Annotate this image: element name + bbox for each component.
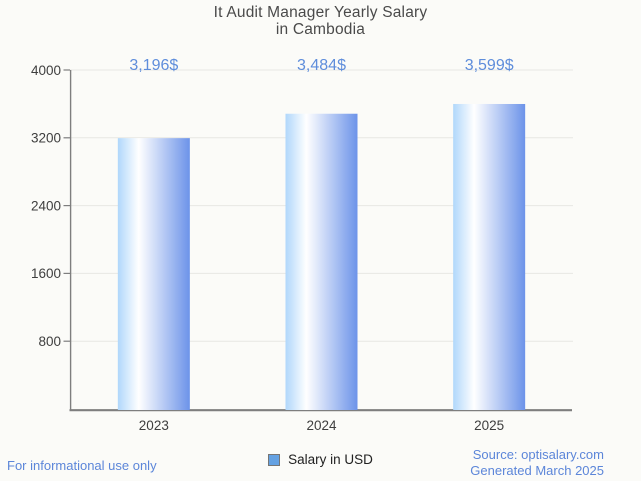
bar-2025 xyxy=(453,103,526,411)
chart-title-line1: It Audit Manager Yearly Salary xyxy=(213,4,428,21)
chart-title-line2: in Cambodia xyxy=(275,21,366,38)
value-label-2023: 3,196$ xyxy=(129,57,178,74)
legend-label: Salary in USD xyxy=(288,452,373,467)
disclaimer-note: For informational use only xyxy=(7,458,157,473)
y-tick-label-3200: 3200 xyxy=(31,131,61,146)
y-tick-label-1600: 1600 xyxy=(31,266,61,281)
value-label-2024: 3,484$ xyxy=(297,57,346,74)
bar-2024 xyxy=(285,113,358,410)
bar-2023 xyxy=(117,138,190,410)
x-tick-label-2025: 2025 xyxy=(474,418,504,433)
source-line: Source: optisalary.com xyxy=(472,447,604,462)
y-tick-label-800: 800 xyxy=(38,334,61,349)
x-tick-label-2024: 2024 xyxy=(306,418,337,433)
y-tick-label-2400: 2400 xyxy=(31,198,61,213)
salary-bar-chart: 800 1600 2400 3200 4000 3,196$ 2023 3,484$ 2024 3… xyxy=(31,57,573,433)
source-attribution: Source: optisalary.com Generated March 2… xyxy=(470,447,604,478)
value-label-2025: 3,599$ xyxy=(465,57,514,74)
generated-line: Generated March 2025 xyxy=(470,462,604,478)
legend-swatch-icon xyxy=(268,453,281,466)
chart-legend: Salary in USD xyxy=(0,452,641,467)
chart-title: It Audit Manager Yearly Salary in Cambod… xyxy=(0,4,641,38)
x-tick-label-2023: 2023 xyxy=(139,418,169,433)
y-tick-label-4000: 4000 xyxy=(31,63,61,78)
